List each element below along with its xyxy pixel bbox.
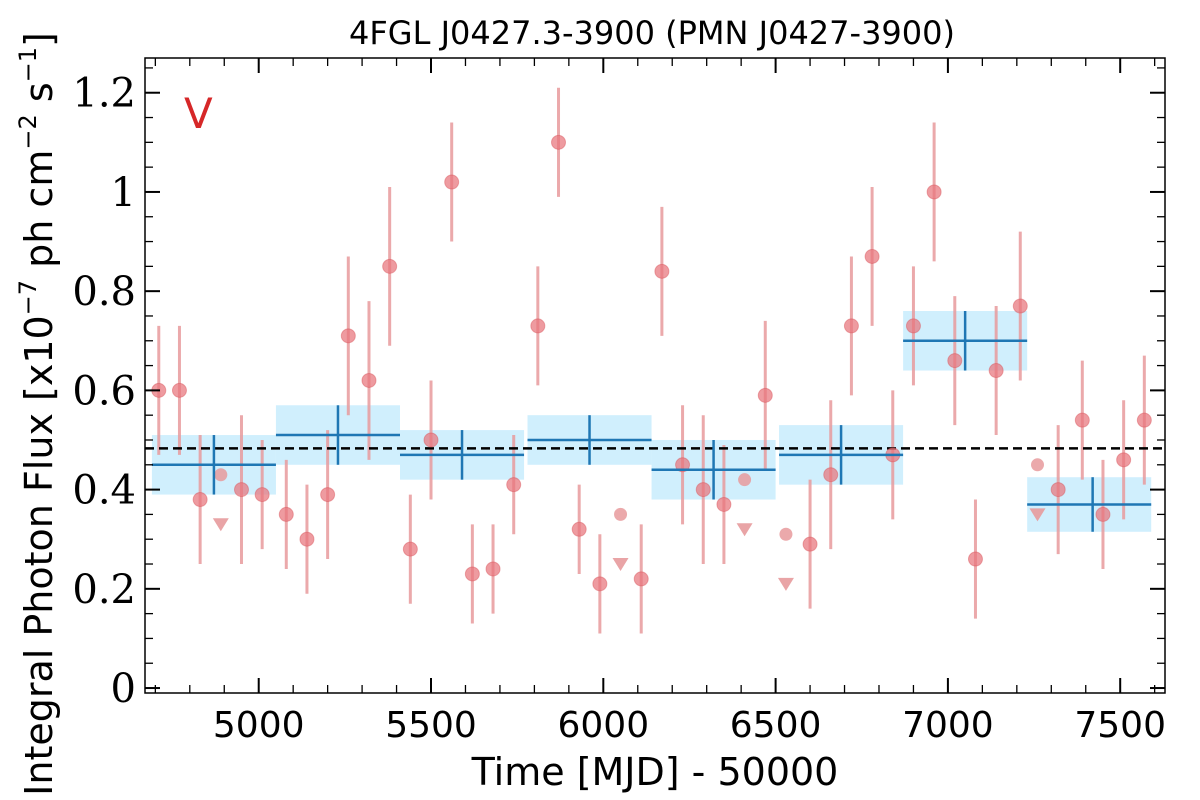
- flux-point: [444, 174, 460, 190]
- flux-point: [192, 492, 208, 508]
- flux-point: [254, 487, 270, 503]
- x-tick-label: 5500: [385, 705, 477, 746]
- flux-point: [716, 496, 732, 512]
- upper-limit-arrow: [612, 557, 629, 571]
- x-tick-label: 7500: [1074, 705, 1166, 746]
- upper-limit-point: [738, 473, 752, 487]
- flux-point: [1050, 482, 1066, 498]
- flux-point: [843, 318, 859, 334]
- flux-point: [278, 506, 294, 522]
- flux-point: [320, 487, 336, 503]
- flux-point: [675, 457, 691, 473]
- y-tick-label: 0.8: [72, 269, 136, 315]
- flux-point: [1136, 412, 1152, 428]
- upper-limit-point: [1031, 458, 1044, 472]
- flux-point: [1116, 452, 1132, 468]
- flux-point: [905, 318, 921, 334]
- flux-point: [402, 541, 418, 557]
- flux-point: [802, 536, 818, 552]
- y-axis-label-exponent-1: −7: [14, 280, 42, 315]
- plot-area: [145, 87, 1165, 634]
- upper-limit-point: [214, 468, 228, 482]
- x-axis-label: Time [MJD] - 50000: [471, 750, 839, 794]
- flux-point: [823, 467, 839, 483]
- y-tick-label: 0.6: [72, 368, 136, 414]
- x-tick-label: 7000: [902, 705, 994, 746]
- flux-point: [695, 482, 711, 498]
- y-axis-label-seconds: s: [17, 82, 61, 114]
- plot-frame: [144, 57, 1166, 694]
- flux-point: [485, 561, 501, 577]
- upper-limit-arrow: [736, 523, 753, 537]
- y-tick-label: 0: [111, 666, 136, 712]
- flux-point: [551, 134, 567, 150]
- flux-point: [947, 353, 963, 369]
- x-tick-label: 6500: [730, 705, 822, 746]
- flux-point: [340, 328, 356, 344]
- flux-point: [967, 551, 983, 567]
- x-tick-label: 5000: [213, 705, 305, 746]
- flux-point: [464, 566, 480, 582]
- y-tick-label: 0.2: [72, 567, 136, 613]
- flux-point: [530, 318, 546, 334]
- flux-point: [592, 576, 608, 592]
- flux-point: [171, 382, 187, 398]
- flux-point: [864, 248, 880, 264]
- y-axis-label-end: ]: [17, 32, 61, 47]
- flux-point: [423, 432, 439, 448]
- flux-point: [926, 184, 942, 200]
- y-axis-label-main: Integral Photon Flux [x10: [17, 315, 61, 796]
- upper-limit-point: [779, 527, 793, 541]
- y-tick-label: 1: [111, 170, 136, 216]
- flux-point: [506, 477, 522, 493]
- flux-point: [361, 372, 377, 388]
- flux-point: [1074, 412, 1090, 428]
- flux-point: [571, 521, 587, 537]
- upper-limit-arrow: [1029, 508, 1046, 522]
- y-axis-label: Integral Photon Flux [x10−7 ph cm−2 s−1]: [14, 32, 61, 796]
- chart-title: 4FGL J0427.3-3900 (PMN J0427-3900): [349, 14, 955, 52]
- flux-point: [1095, 506, 1111, 522]
- upper-limit-arrow: [212, 518, 229, 532]
- flux-point: [757, 387, 773, 403]
- flux-point: [1012, 298, 1028, 314]
- axis-ticks: 5000 5500 6000 6500 7000 7500 0 0.2 0.4 0.6 0.8 1 1.…: [72, 58, 1166, 746]
- flux-point: [633, 571, 649, 587]
- y-axis-label-exponent-2: −2: [14, 114, 42, 149]
- upper-limit-point: [614, 507, 628, 521]
- y-axis-label-exponent-3: −1: [14, 47, 42, 82]
- flux-point: [299, 531, 315, 547]
- flux-point: [988, 363, 1004, 379]
- flux-point: [233, 482, 249, 498]
- y-tick-label: 1.2: [72, 71, 136, 117]
- upper-limit-arrow: [777, 577, 794, 591]
- y-tick-label: 0.4: [72, 468, 136, 514]
- y-axis-label-unit: ph cm: [17, 150, 61, 280]
- flux-point: [654, 263, 670, 279]
- flux-point: [382, 258, 398, 274]
- band-label: V: [184, 89, 213, 138]
- x-tick-label: 6000: [557, 705, 649, 746]
